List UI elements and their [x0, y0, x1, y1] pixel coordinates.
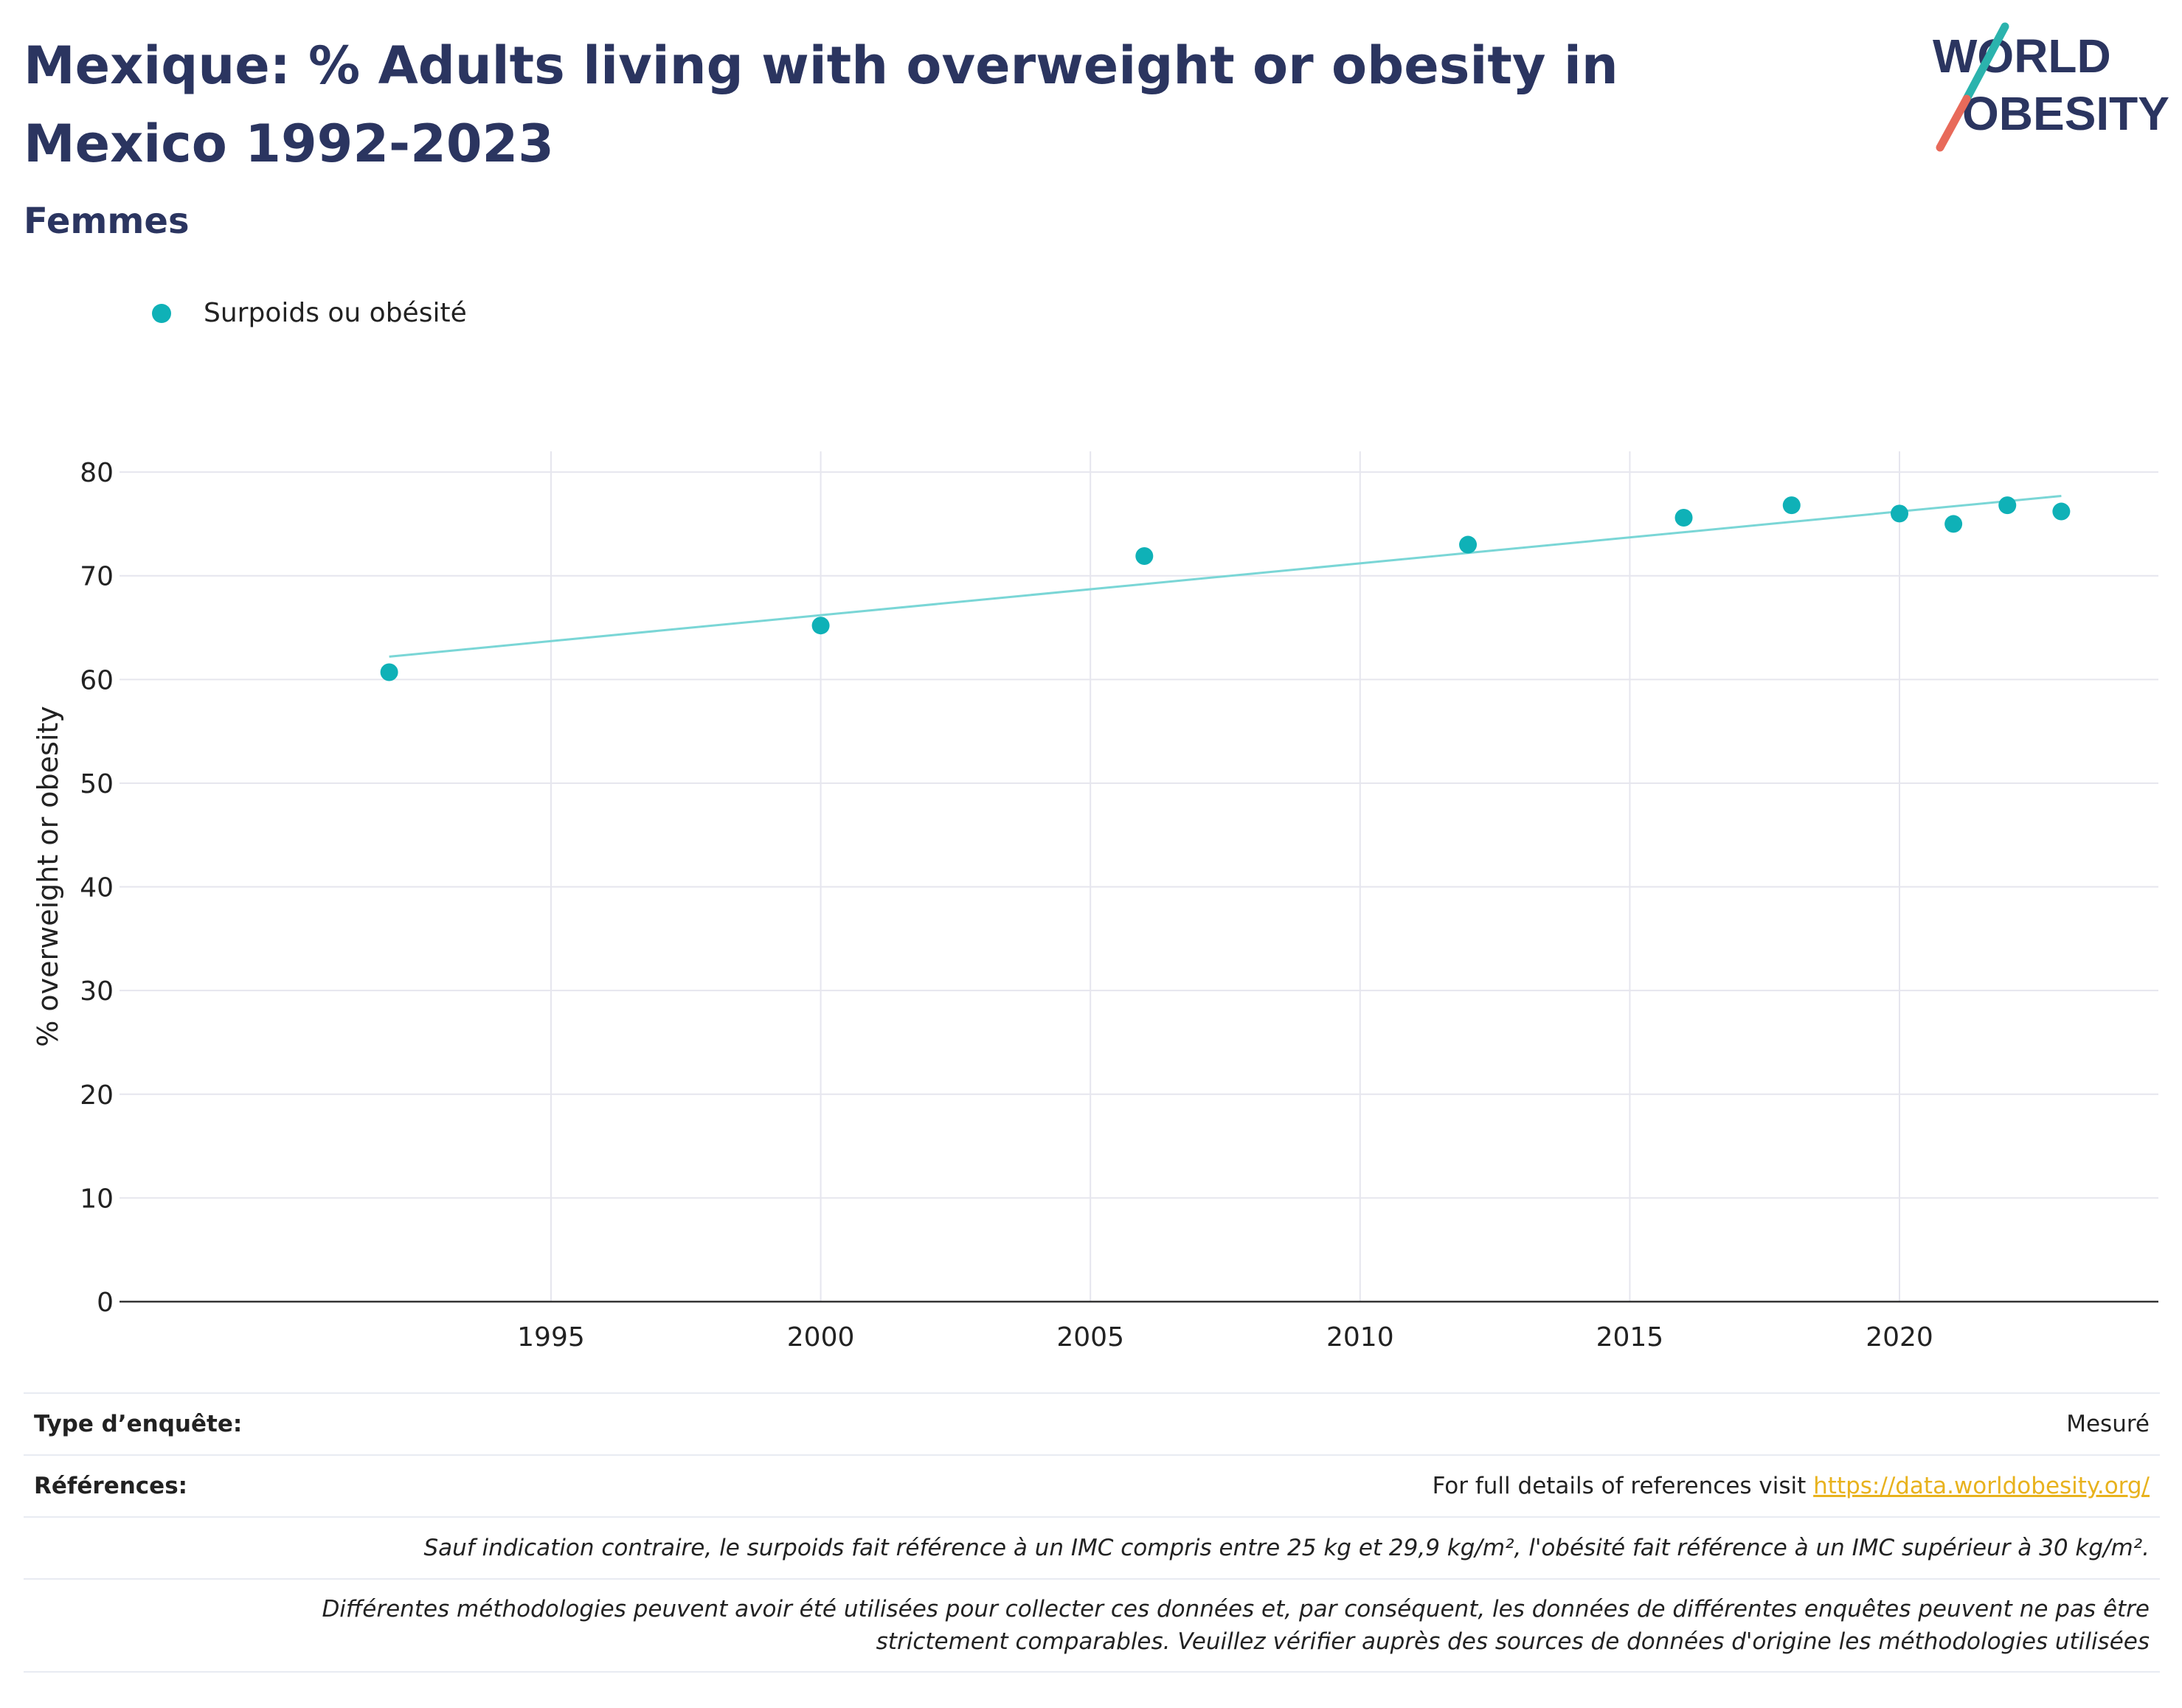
- y-tick-label: 50: [80, 769, 114, 799]
- legend-label: Surpoids ou obésité: [204, 298, 467, 328]
- data-point: [1674, 508, 1693, 527]
- legend-marker: [152, 303, 171, 323]
- survey-type-row: Type d’enquête: Mesuré: [24, 1392, 2160, 1454]
- references-text: For full details of references visit: [1432, 1473, 1814, 1499]
- svg-text:WORLD: WORLD: [1933, 29, 2111, 83]
- references-link[interactable]: https://data.worldobesity.org/: [1813, 1473, 2150, 1499]
- data-point: [1782, 496, 1801, 515]
- method-note: Différentes méthodologies peuvent avoir …: [322, 1596, 2150, 1655]
- y-tick-label: 60: [80, 665, 114, 695]
- scatter-chart: 0 10 20 30 40 50 60 70 80 1995 2000 2005 2010 2015 202…: [32, 451, 2158, 1353]
- y-tick-label: 40: [80, 873, 114, 903]
- survey-type-label: Type d’enquête:: [34, 1411, 243, 1437]
- y-tick-label: 10: [80, 1184, 114, 1214]
- y-tick-label: 20: [80, 1080, 114, 1111]
- data-point: [1135, 547, 1154, 566]
- x-tick-label: 2005: [1056, 1322, 1124, 1353]
- references-text-group: For full details of references visit htt…: [1433, 1473, 2150, 1499]
- x-tick-label: 2000: [787, 1322, 855, 1353]
- data-point: [1891, 504, 1909, 523]
- x-tick-label: 2015: [1596, 1322, 1664, 1353]
- page-subtitle: Femmes: [24, 201, 190, 242]
- bmi-note-row: Sauf indication contraire, le surpoids f…: [24, 1516, 2160, 1578]
- data-point: [1998, 496, 2017, 515]
- survey-type-value: Mesuré: [2066, 1411, 2150, 1437]
- y-tick-label: 70: [80, 562, 114, 592]
- x-tick-label: 2020: [1866, 1322, 1933, 1353]
- data-point: [380, 663, 398, 681]
- y-tick-label: 80: [80, 458, 114, 488]
- svg-text:OBESITY: OBESITY: [1962, 87, 2169, 140]
- data-point: [1944, 515, 1963, 533]
- chart-legend[interactable]: Surpoids ou obésité: [152, 298, 467, 328]
- method-note-row: Différentes méthodologies peuvent avoir …: [24, 1578, 2160, 1671]
- y-tick-label: 30: [80, 976, 114, 1007]
- references-row: Références: For full details of referenc…: [24, 1454, 2160, 1516]
- footer-table: Type d’enquête: Mesuré Références: For f…: [24, 1392, 2160, 1673]
- data-point: [811, 617, 830, 635]
- page-title: Mexique: % Adults living with overweight…: [24, 35, 1618, 174]
- references-label: Références:: [34, 1473, 188, 1499]
- x-tick-label: 1995: [517, 1322, 585, 1353]
- data-point: [2052, 502, 2071, 521]
- trend-line: [389, 494, 2062, 658]
- y-axis-label: % overweight or obesity: [32, 706, 64, 1047]
- world-obesity-logo: WORLD OBESITY: [1933, 22, 2169, 152]
- data-point: [1459, 535, 1478, 554]
- x-tick-label: 2010: [1326, 1322, 1394, 1353]
- bmi-note: Sauf indication contraire, le surpoids f…: [423, 1535, 2150, 1561]
- y-tick-label: 0: [97, 1288, 114, 1318]
